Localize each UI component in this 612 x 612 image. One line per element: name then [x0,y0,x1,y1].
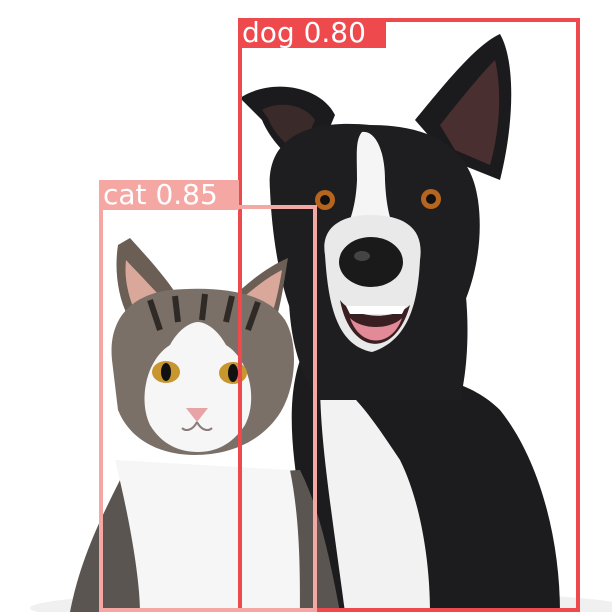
dog-confidence: 0.80 [303,18,366,48]
dog-bounding-box [238,18,580,612]
cat-class-name: cat [103,180,147,210]
dog-class-name: dog [242,18,295,48]
cat-confidence: 0.85 [155,180,218,210]
cat-detection-label: cat 0.85 [99,180,239,210]
dog-detection-label: dog 0.80 [238,18,386,48]
cat-bounding-box [99,205,317,612]
cat-figure [70,238,340,612]
dog-figure [240,34,560,612]
